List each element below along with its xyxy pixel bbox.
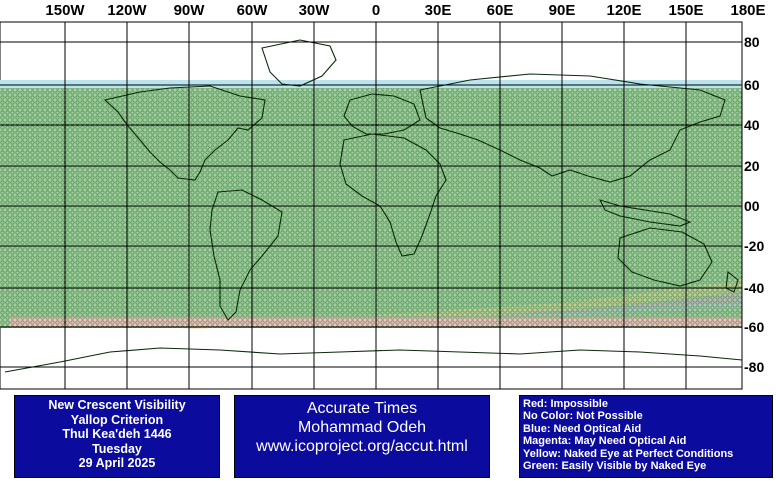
longitude-label: 150W — [45, 2, 85, 19]
latitude-label: 00 — [744, 198, 760, 214]
indonesia-outline — [598, 199, 692, 227]
longitude-label: 60E — [486, 2, 514, 19]
north-america-outline — [103, 85, 266, 181]
legend-green: Green: Easily Visible by Naked Eye — [523, 460, 707, 473]
longitude-label: 150E — [668, 2, 704, 19]
europe-outline — [343, 93, 421, 135]
africa-outline — [339, 133, 447, 257]
longitude-label: 120E — [606, 2, 642, 19]
latitude-label: 60 — [744, 77, 760, 93]
latitude-label: -40 — [744, 280, 765, 296]
info-weekday: Tuesday — [92, 441, 142, 456]
longitude-label: 30W — [298, 2, 330, 19]
latitude-label: -20 — [744, 238, 765, 254]
longitude-label: 180E — [730, 2, 766, 19]
australia-outline — [617, 227, 713, 287]
antarctica-outline — [4, 347, 743, 373]
latitude-label: -60 — [744, 319, 765, 335]
info-panel: New Crescent Visibility Yallop Criterion… — [14, 395, 220, 478]
info-criterion: Yallop Criterion — [70, 412, 164, 427]
longitude-label: 30E — [424, 2, 452, 19]
legend-no-color: No Color: Not Possible — [523, 410, 643, 423]
graticule — [0, 22, 743, 389]
legend-panel: Red: Impossible No Color: Not Possible B… — [519, 395, 773, 478]
latitude-label: 80 — [744, 34, 760, 50]
credit-title: Accurate Times — [306, 400, 418, 417]
credit-panel: Accurate Times Mohammad Odeh www.icoproj… — [234, 395, 490, 478]
info-title: New Crescent Visibility — [48, 398, 186, 412]
longitude-label: 90E — [548, 2, 576, 19]
info-date: 29 April 2025 — [78, 456, 156, 470]
credit-url[interactable]: www.icoproject.org/accut.html — [256, 438, 468, 455]
asia-outline — [419, 73, 726, 183]
legend-red: Red: Impossible — [523, 398, 608, 410]
longitude-label: 0 — [371, 2, 381, 19]
latitude-label: 20 — [744, 158, 760, 174]
credit-author: Mohammad Odeh — [297, 419, 427, 436]
info-month: Thul Kea'deh 1446 — [62, 427, 172, 441]
legend-magenta: Magenta: May Need Optical Aid — [523, 435, 687, 448]
new-zealand-outline — [725, 270, 739, 293]
latitude-label: -80 — [744, 359, 765, 375]
latitude-label: 40 — [744, 117, 760, 133]
legend-yellow: Yellow: Naked Eye at Perfect Conditions — [523, 447, 734, 460]
longitude-label: 60W — [236, 2, 268, 19]
legend-blue: Blue: Need Optical Aid — [523, 422, 642, 435]
longitude-label: 90W — [173, 2, 205, 19]
longitude-label: 120W — [107, 2, 147, 19]
